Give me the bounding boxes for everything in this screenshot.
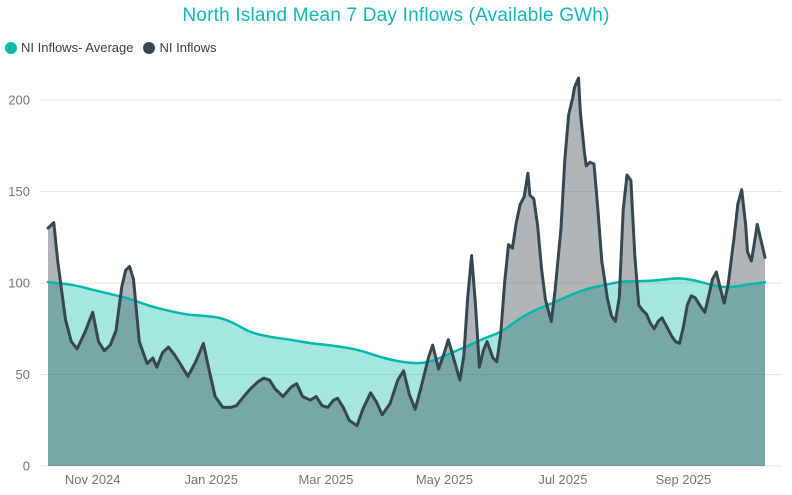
chart-title: North Island Mean 7 Day Inflows (Availab…	[182, 5, 610, 26]
x-axis-label: Sep 2025	[656, 472, 712, 487]
x-axis-label: May 2025	[416, 472, 473, 487]
average-area	[48, 278, 765, 466]
legend-dot-inflows-icon	[143, 41, 156, 54]
x-axis-label: Jul 2025	[538, 472, 587, 487]
x-axis-label: Jan 2025	[184, 472, 238, 487]
legend-item-average[interactable]: NI Inflows- Average	[5, 40, 133, 55]
legend-label-inflows: NI Inflows	[159, 40, 217, 55]
y-axis-label-50: 50	[16, 367, 30, 382]
legend-dot-average-icon	[5, 41, 17, 54]
x-axis-label: Mar 2025	[298, 472, 353, 487]
y-axis-label-0: 0	[23, 459, 30, 474]
y-axis-label-150: 150	[8, 184, 30, 199]
x-axis-label: Nov 2024	[65, 472, 121, 487]
inflows-line	[46, 76, 767, 428]
y-axis-label-200: 200	[8, 93, 30, 108]
y-axis-label-100: 100	[8, 276, 30, 291]
legend-label-average: NI Inflows- Average	[21, 40, 134, 55]
inflows-area	[48, 78, 765, 466]
legend-item-inflows[interactable]: NI Inflows	[143, 40, 217, 55]
legend: NI Inflows- Average NI Inflows	[5, 40, 217, 55]
